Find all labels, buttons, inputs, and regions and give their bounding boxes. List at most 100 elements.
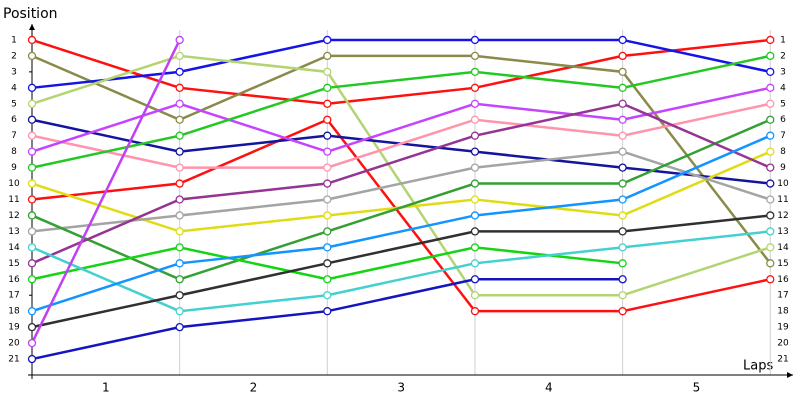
point [470,131,480,140]
point [470,147,480,156]
y-tick-label: 8 [11,147,17,157]
point [618,147,627,156]
y-tick-label: 13 [8,227,19,237]
point [323,35,332,45]
point [323,131,332,140]
point [175,275,184,284]
point [175,322,184,332]
point [766,115,775,124]
x-tick-label: 2 [250,381,258,395]
point [323,211,332,220]
point [618,195,627,204]
point [175,51,184,61]
y2-tick-label: 14 [777,243,789,253]
point [470,259,480,268]
point [323,179,332,188]
point [175,67,184,77]
point [766,83,775,92]
point [766,147,775,156]
point [323,291,332,300]
y2-tick-label: 18 [777,307,789,317]
y2-tick-label: 15 [777,259,788,269]
point [470,227,480,236]
y2-tick-label: 8 [780,147,786,157]
point [27,83,37,92]
y-tick-label: 21 [8,355,19,365]
y-tick-label: 7 [11,131,17,141]
point [323,307,332,316]
y-axis-arrow [29,24,35,30]
y-tick-label: 14 [8,243,20,253]
y2-tick-label: 1 [780,35,786,45]
series-line [31,118,771,281]
y2-tick-label: 12 [777,211,788,221]
y-tick-label: 2 [11,51,17,61]
point [766,211,775,220]
y2-tick-label: 9 [780,163,786,173]
point [766,195,775,204]
y2-tick-label: 10 [777,179,789,189]
y-tick-label: 9 [11,163,17,173]
point [175,35,184,45]
point [175,147,184,156]
y-tick-label: 6 [11,115,17,125]
point [175,291,184,300]
point [175,195,184,204]
point [766,163,775,172]
point [470,195,480,204]
series-line [31,102,771,169]
point [323,243,332,252]
point [175,83,184,92]
point [27,227,37,236]
point [470,291,480,300]
point [766,99,775,108]
point [27,51,37,61]
y2-tick-label: 4 [780,83,786,93]
point [323,51,332,61]
point [323,259,332,268]
y-tick-label: 1 [11,35,17,45]
point [618,211,627,220]
y2-tick-label: 17 [777,291,788,301]
y-axis-title: Position [3,6,58,22]
point [618,83,627,92]
series-line [30,39,181,344]
point [27,163,37,172]
point [175,243,184,252]
point [27,131,37,140]
point [27,115,37,124]
point [323,163,332,172]
point [175,211,184,220]
point [618,291,627,300]
point [27,322,37,332]
y2-tick-label: 20 [777,339,789,349]
point [175,259,184,268]
point [323,99,332,108]
point [175,115,184,124]
point [323,147,332,156]
series-line [31,134,771,313]
point [27,147,37,156]
x-tick-label: 4 [545,381,553,395]
point [618,179,627,188]
series-line [31,54,771,169]
point [618,67,627,77]
y2-tick-label: 21 [777,355,788,365]
series-line [31,214,771,329]
point [27,195,37,204]
point [175,131,184,140]
y-tick-label: 10 [8,179,20,189]
point [323,227,332,236]
y2-tick-label: 19 [777,323,789,333]
point [27,243,37,252]
point [618,243,627,252]
point [470,307,480,316]
y-tick-label: 4 [11,83,17,93]
x-tick-label: 1 [102,381,110,395]
point [766,259,775,268]
series-line [31,38,771,90]
point [27,338,37,348]
point [27,354,37,364]
point [27,307,37,316]
